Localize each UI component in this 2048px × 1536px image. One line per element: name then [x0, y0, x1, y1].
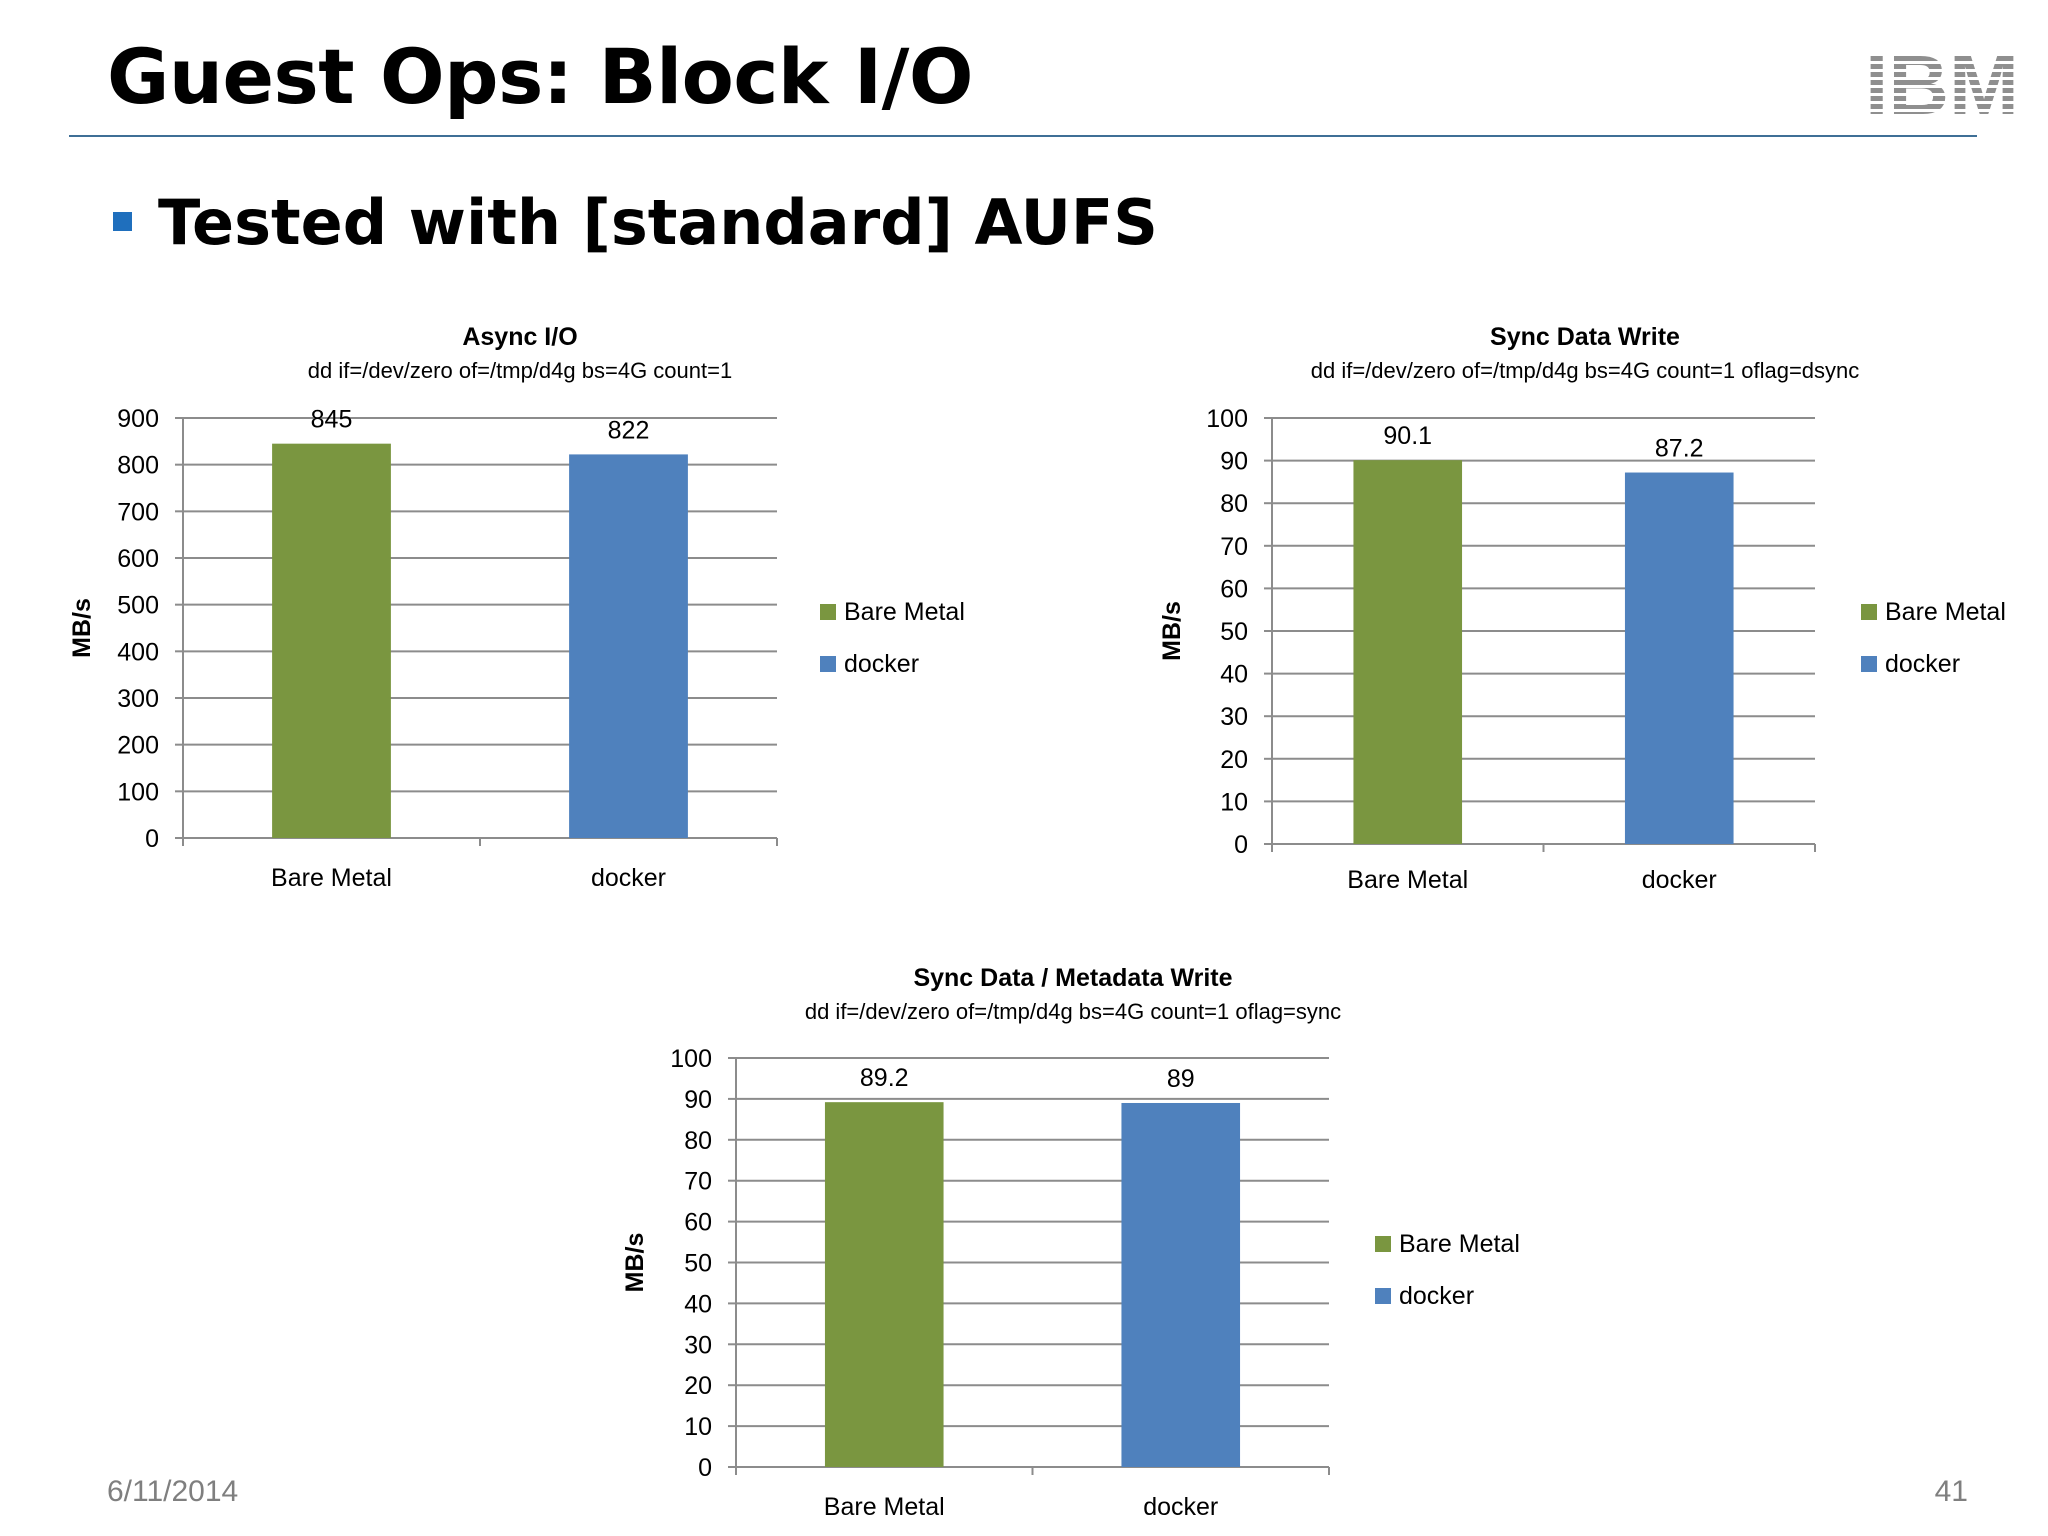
legend-swatch — [1861, 604, 1877, 620]
y-tick-label: 700 — [117, 498, 159, 526]
y-tick-label: 100 — [1206, 405, 1248, 433]
chart-title: Async I/O — [462, 323, 577, 351]
y-tick-label: 300 — [117, 685, 159, 713]
y-tick-label: 100 — [117, 778, 159, 806]
y-tick-label: 70 — [684, 1168, 712, 1196]
data-label: 90.1 — [1383, 422, 1432, 450]
y-tick-label: 600 — [117, 545, 159, 573]
y-tick-label: 40 — [1220, 661, 1248, 689]
x-category-label: Bare Metal — [1347, 866, 1468, 894]
y-tick-label: 40 — [684, 1290, 712, 1318]
y-tick-label: 60 — [684, 1209, 712, 1237]
y-tick-label: 60 — [1220, 575, 1248, 603]
y-tick-label: 100 — [670, 1045, 712, 1073]
data-label: 822 — [608, 416, 650, 444]
bullet-square-icon — [113, 212, 132, 231]
data-label: 89.2 — [860, 1064, 909, 1092]
title-divider — [69, 135, 1977, 137]
legend-label: docker — [1399, 1282, 1474, 1310]
y-tick-label: 0 — [1234, 831, 1248, 859]
x-category-label: docker — [1143, 1493, 1218, 1521]
y-tick-label: 70 — [1220, 533, 1248, 561]
legend-swatch — [820, 656, 836, 672]
chart-title: Sync Data Write — [1490, 323, 1680, 351]
y-tick-label: 90 — [1220, 448, 1248, 476]
legend-label: docker — [1885, 650, 1960, 678]
data-label: 87.2 — [1655, 435, 1704, 463]
legend-swatch — [1375, 1236, 1391, 1252]
ibm-logo: IBM — [1865, 48, 2019, 120]
legend-label: docker — [844, 650, 919, 678]
y-tick-label: 30 — [1220, 703, 1248, 731]
legend-label: Bare Metal — [844, 598, 965, 626]
bar-bare-metal — [272, 443, 391, 838]
y-tick-label: 800 — [117, 452, 159, 480]
y-tick-label: 0 — [145, 825, 159, 853]
legend-swatch — [1375, 1288, 1391, 1304]
ibm-logo-text: IBM — [1865, 48, 2019, 120]
chart-subtitle: dd if=/dev/zero of=/tmp/d4g bs=4G count=… — [805, 999, 1341, 1024]
x-category-label: Bare Metal — [824, 1493, 945, 1521]
y-tick-label: 900 — [117, 405, 159, 433]
y-tick-label: 10 — [1220, 788, 1248, 816]
x-category-label: docker — [591, 864, 666, 892]
legend-label: Bare Metal — [1885, 598, 2006, 626]
bar-docker — [1624, 472, 1734, 844]
y-tick-label: 50 — [1220, 618, 1248, 646]
y-tick-label: 400 — [117, 638, 159, 666]
chart-title: Sync Data / Metadata Write — [913, 964, 1232, 992]
y-tick-label: 30 — [684, 1331, 712, 1359]
y-tick-label: 80 — [684, 1127, 712, 1155]
chart-subtitle: dd if=/dev/zero of=/tmp/d4g bs=4G count=… — [1311, 358, 1860, 383]
y-axis-label: MB/s — [1158, 601, 1186, 661]
bar-docker — [569, 454, 688, 838]
data-label: 845 — [311, 406, 353, 434]
bar-bare-metal — [1353, 460, 1463, 844]
y-tick-label: 500 — [117, 592, 159, 620]
slide-title: Guest Ops: Block I/O — [107, 32, 974, 121]
y-tick-label: 90 — [684, 1086, 712, 1114]
x-category-label: Bare Metal — [271, 864, 392, 892]
legend-label: Bare Metal — [1399, 1230, 1520, 1258]
y-tick-label: 50 — [684, 1250, 712, 1278]
y-tick-label: 80 — [1220, 490, 1248, 518]
y-tick-label: 20 — [1220, 746, 1248, 774]
y-tick-label: 20 — [684, 1372, 712, 1400]
chart-subtitle: dd if=/dev/zero of=/tmp/d4g bs=4G count=… — [308, 358, 732, 383]
y-tick-label: 200 — [117, 732, 159, 760]
y-tick-label: 10 — [684, 1413, 712, 1441]
legend-swatch — [820, 604, 836, 620]
footer-date: 6/11/2014 — [107, 1475, 239, 1508]
x-category-label: docker — [1642, 866, 1717, 894]
y-axis-label: MB/s — [621, 1233, 649, 1293]
legend-swatch — [1861, 656, 1877, 672]
bar-docker — [1121, 1102, 1241, 1467]
page-number: 41 — [1934, 1475, 1968, 1508]
bar-bare-metal — [824, 1102, 944, 1467]
y-axis-label: MB/s — [68, 598, 96, 658]
y-tick-label: 0 — [698, 1454, 712, 1482]
bullet-text: Tested with [standard] AUFS — [158, 186, 1158, 259]
data-label: 89 — [1167, 1065, 1195, 1093]
